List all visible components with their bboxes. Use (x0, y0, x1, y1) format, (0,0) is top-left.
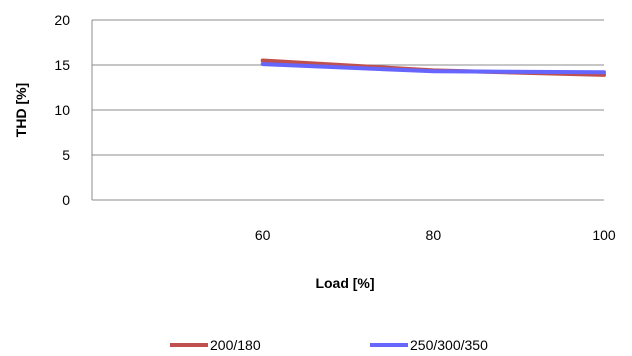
x-tick-label: 80 (426, 227, 442, 243)
y-tick-label: 5 (62, 147, 70, 163)
y-tick-labels: 0 5 10 15 20 (54, 12, 70, 208)
y-tick-label: 10 (54, 102, 70, 118)
x-axis-title: Load [%] (315, 275, 374, 291)
legend-label-1: 200/180 (210, 337, 261, 353)
series-lines (260, 58, 606, 77)
y-axis-title: THD [%] (13, 83, 29, 137)
x-tick-labels: 60 80 100 (255, 227, 616, 243)
y-tick-label: 15 (54, 57, 70, 73)
x-tick-label: 60 (255, 227, 271, 243)
y-tick-label: 0 (62, 192, 70, 208)
gridlines (92, 19, 604, 156)
y-tick-label: 20 (54, 12, 70, 28)
series-line-2 (260, 62, 606, 75)
x-tick-label: 100 (592, 227, 616, 243)
legend: 200/180 250/300/350 (170, 337, 488, 353)
legend-label-2: 250/300/350 (410, 337, 488, 353)
